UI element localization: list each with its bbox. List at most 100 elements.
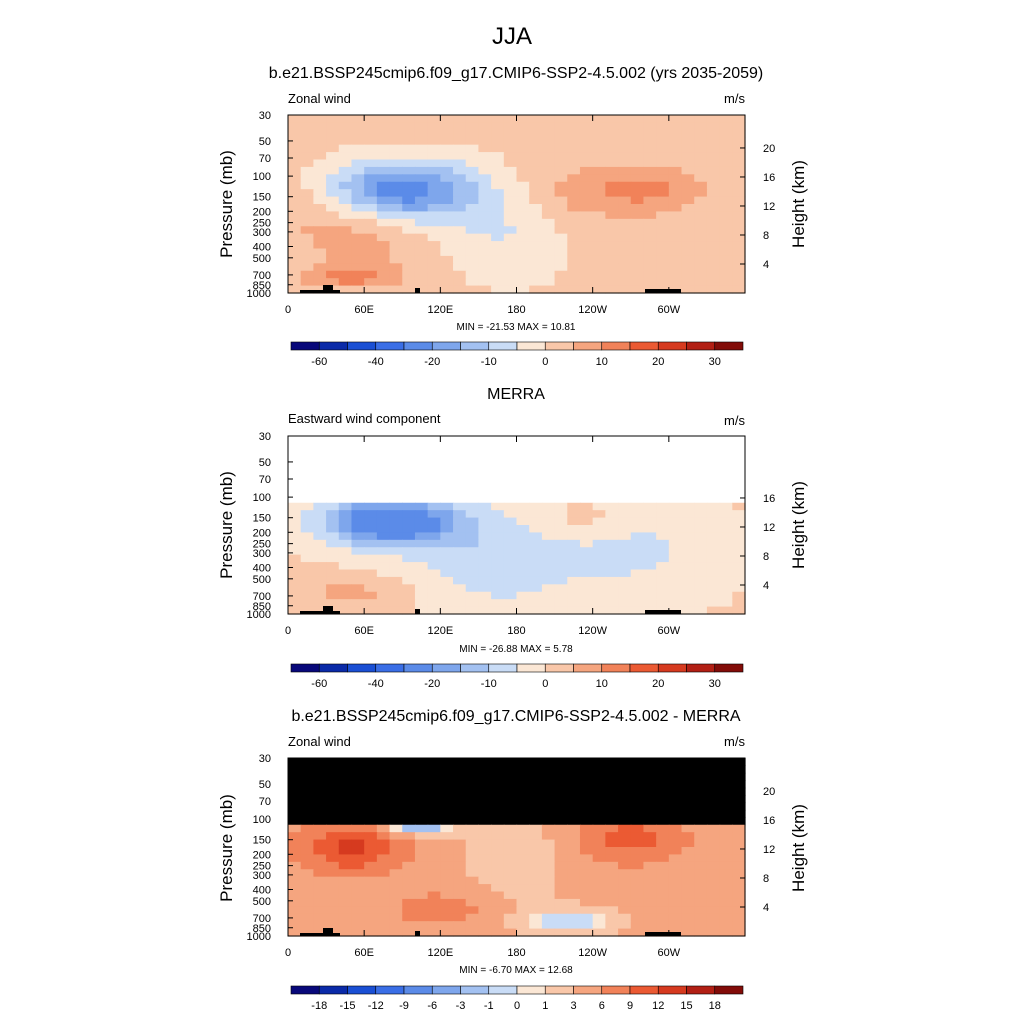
field-cell — [668, 795, 683, 804]
field-cell — [389, 832, 403, 841]
field-cell — [656, 241, 670, 250]
field-cell — [732, 554, 746, 563]
field-cell — [706, 928, 721, 937]
field-cell — [554, 562, 568, 571]
field-cell — [364, 839, 378, 848]
field-cell — [567, 189, 581, 198]
field-cell — [630, 599, 645, 608]
field-cell — [592, 248, 606, 257]
field-cell — [453, 218, 467, 227]
field-cell — [656, 166, 670, 175]
field-cell — [681, 226, 695, 235]
field-cell — [427, 159, 441, 168]
colorbar-label: 20 — [652, 356, 664, 368]
field-cell — [300, 502, 314, 511]
field-cell — [414, 204, 429, 213]
field-cell — [478, 847, 492, 856]
field-cell — [554, 554, 568, 563]
field-cell — [453, 263, 467, 272]
field-cell — [427, 817, 441, 826]
field-cell — [402, 248, 416, 257]
field-cell — [300, 854, 314, 863]
field-cell — [567, 278, 581, 287]
field-cell — [364, 569, 378, 578]
field-cell — [618, 443, 632, 452]
colorbar-swatch — [375, 341, 405, 351]
field-cell — [656, 780, 670, 789]
field-cell — [427, 517, 441, 526]
field-cell — [478, 569, 492, 578]
field-cell — [402, 263, 416, 272]
field-cell — [681, 144, 695, 153]
field-cell — [300, 144, 314, 153]
field-cell — [313, 809, 327, 818]
field-cell — [478, 876, 492, 885]
field-cell — [567, 270, 581, 279]
field-cell — [605, 436, 619, 445]
field-cell — [681, 898, 695, 907]
field-cell — [376, 772, 391, 781]
field-cell — [643, 226, 657, 235]
field-cell — [694, 510, 708, 519]
field-cell — [478, 495, 492, 504]
field-cell — [592, 765, 606, 774]
y-tick-label: 400 — [253, 241, 271, 253]
field-cell — [364, 487, 378, 496]
field-cell — [567, 576, 581, 585]
field-cell — [440, 458, 454, 467]
field-cell — [313, 891, 327, 900]
field-cell — [503, 795, 518, 804]
field-cell — [668, 824, 683, 833]
field-cell — [389, 772, 403, 781]
field-cell — [554, 255, 568, 264]
field-cell — [338, 196, 353, 205]
field-cell — [376, 152, 391, 161]
field-cell — [656, 795, 670, 804]
field-cell — [516, 122, 530, 131]
field-cell — [618, 255, 632, 264]
field-cell — [465, 115, 480, 124]
field-cell — [478, 174, 492, 183]
field-cell — [364, 189, 378, 198]
field-cell — [313, 584, 327, 593]
field-cell — [656, 832, 670, 841]
field-cell — [326, 847, 340, 856]
field-cell — [656, 839, 670, 848]
field-cell — [592, 898, 606, 907]
field-cell — [567, 809, 581, 818]
field-cell — [300, 898, 314, 907]
y-tick-label: 500 — [253, 574, 271, 586]
field-cell — [440, 204, 454, 213]
field-cell — [516, 824, 530, 833]
field-cell — [351, 487, 365, 496]
field-cell — [338, 278, 353, 287]
field-cell — [338, 517, 353, 526]
field-cell — [681, 532, 695, 541]
field-cell — [554, 787, 568, 796]
field-cell — [351, 285, 365, 294]
field-cell — [389, 606, 403, 615]
field-cell — [516, 458, 530, 467]
field-cell — [414, 599, 429, 608]
field-cell — [465, 218, 480, 227]
field-cell — [376, 174, 391, 183]
field-cell — [478, 869, 492, 878]
field-cell — [427, 436, 441, 445]
field-cell — [338, 226, 353, 235]
field-cell — [491, 928, 505, 937]
field-cell — [338, 436, 353, 445]
field-cell — [681, 817, 695, 826]
field-cell — [326, 204, 340, 213]
field-cell — [300, 758, 314, 767]
field-cell — [351, 547, 365, 556]
field-cell — [414, 795, 429, 804]
field-cell — [351, 599, 365, 608]
field-cell — [694, 824, 708, 833]
field-cell — [706, 906, 721, 915]
field-cell — [592, 891, 606, 900]
field-cell — [465, 824, 480, 833]
field-cell — [668, 226, 683, 235]
colorbar-swatch — [347, 663, 377, 673]
field-cell — [313, 861, 327, 870]
field-cell — [491, 539, 505, 548]
